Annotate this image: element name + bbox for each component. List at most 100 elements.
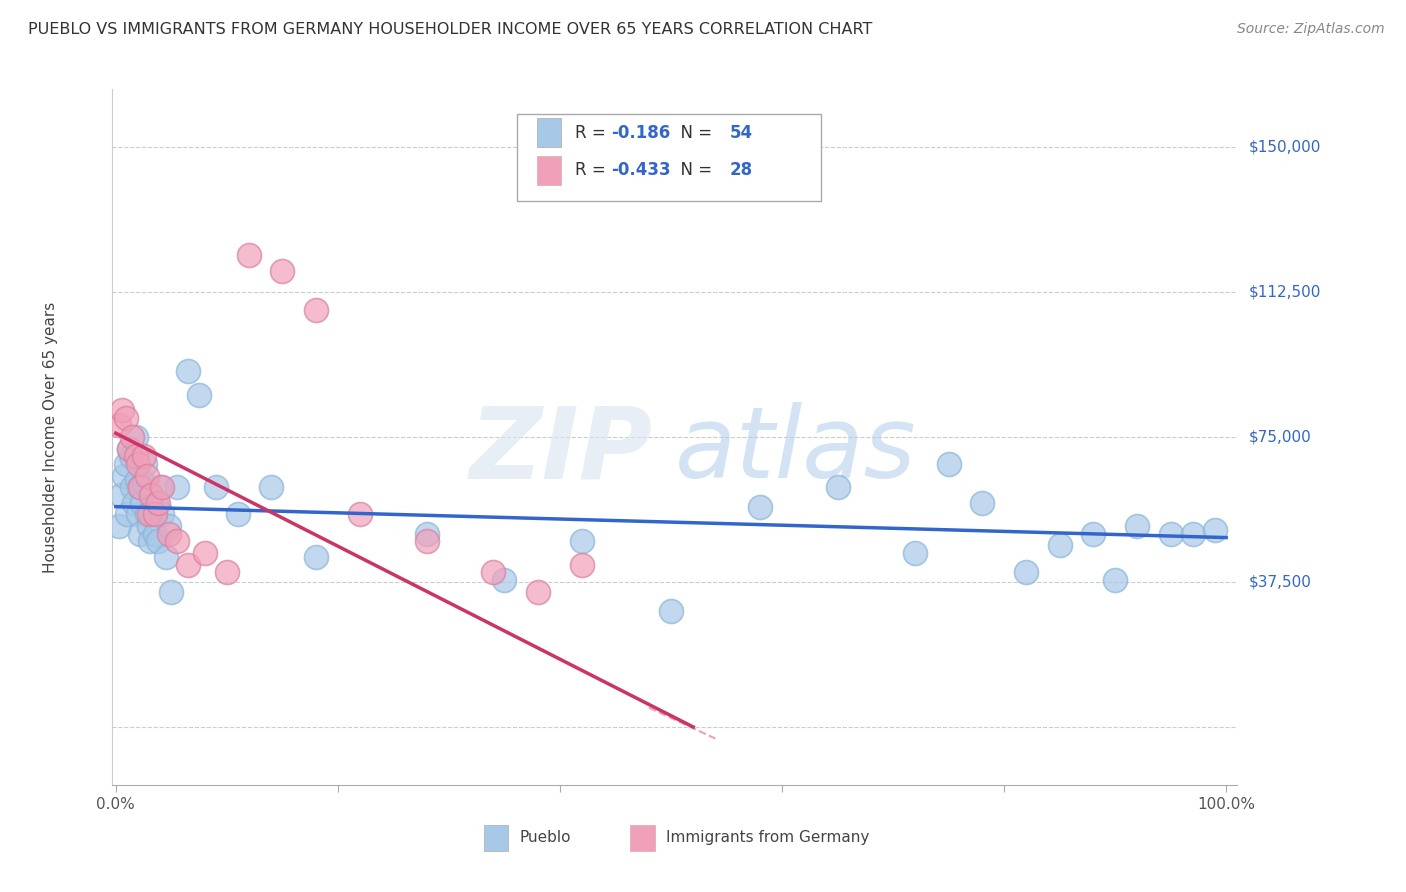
Point bbox=[305, 549, 328, 564]
Point bbox=[1015, 566, 1038, 580]
Text: R =: R = bbox=[575, 124, 610, 142]
Point bbox=[571, 558, 593, 572]
Point bbox=[125, 430, 148, 444]
Point bbox=[152, 508, 174, 522]
Point bbox=[141, 508, 163, 522]
Text: -0.186: -0.186 bbox=[610, 124, 671, 142]
Text: N =: N = bbox=[671, 161, 717, 179]
Text: $37,500: $37,500 bbox=[1249, 574, 1312, 590]
Bar bbox=[630, 824, 655, 851]
Text: atlas: atlas bbox=[675, 402, 917, 500]
Point bbox=[127, 457, 149, 471]
Point bbox=[970, 496, 993, 510]
Point bbox=[118, 442, 141, 456]
Bar bbox=[537, 156, 561, 185]
Point bbox=[141, 488, 163, 502]
Text: $150,000: $150,000 bbox=[1249, 140, 1320, 154]
Point bbox=[146, 496, 169, 510]
Text: Pueblo: Pueblo bbox=[520, 830, 571, 846]
Point bbox=[115, 508, 138, 522]
Point bbox=[748, 500, 770, 514]
Text: 28: 28 bbox=[730, 161, 754, 179]
Point bbox=[125, 473, 148, 487]
Text: N =: N = bbox=[671, 124, 717, 142]
Point bbox=[135, 468, 157, 483]
Point bbox=[131, 496, 153, 510]
Text: Source: ZipAtlas.com: Source: ZipAtlas.com bbox=[1237, 22, 1385, 37]
Point bbox=[118, 442, 141, 456]
Point bbox=[125, 450, 148, 464]
Point bbox=[204, 480, 226, 494]
Point bbox=[226, 508, 249, 522]
Point bbox=[305, 302, 328, 317]
Point bbox=[215, 566, 238, 580]
Point bbox=[271, 264, 294, 278]
Point bbox=[143, 508, 166, 522]
Text: PUEBLO VS IMMIGRANTS FROM GERMANY HOUSEHOLDER INCOME OVER 65 YEARS CORRELATION C: PUEBLO VS IMMIGRANTS FROM GERMANY HOUSEH… bbox=[28, 22, 873, 37]
Point bbox=[526, 584, 548, 599]
Point bbox=[139, 534, 162, 549]
Point bbox=[121, 430, 143, 444]
Bar bbox=[484, 824, 509, 851]
Point bbox=[659, 604, 682, 618]
Point bbox=[108, 519, 131, 533]
Point bbox=[157, 526, 180, 541]
Text: Immigrants from Germany: Immigrants from Germany bbox=[666, 830, 869, 846]
Point bbox=[128, 480, 150, 494]
Point bbox=[349, 508, 371, 522]
Point bbox=[112, 468, 135, 483]
Point bbox=[155, 549, 177, 564]
Point bbox=[571, 534, 593, 549]
Point bbox=[415, 534, 437, 549]
Point bbox=[938, 457, 960, 471]
Point bbox=[1049, 538, 1071, 552]
Point bbox=[177, 558, 200, 572]
Text: $75,000: $75,000 bbox=[1249, 430, 1312, 444]
Point bbox=[146, 534, 169, 549]
Text: R =: R = bbox=[575, 161, 610, 179]
Point bbox=[157, 519, 180, 533]
Point bbox=[1204, 523, 1226, 537]
Bar bbox=[537, 119, 561, 147]
Point bbox=[494, 573, 516, 587]
Point bbox=[114, 457, 136, 471]
Point bbox=[1160, 526, 1182, 541]
Point bbox=[127, 508, 149, 522]
Point bbox=[138, 519, 160, 533]
Point bbox=[238, 248, 260, 262]
Point bbox=[152, 480, 174, 494]
Point bbox=[132, 450, 155, 464]
Point bbox=[134, 457, 156, 471]
Point bbox=[110, 488, 132, 502]
Point bbox=[166, 480, 188, 494]
Point bbox=[108, 418, 131, 433]
Point bbox=[1081, 526, 1104, 541]
Text: $112,500: $112,500 bbox=[1249, 285, 1320, 300]
Point bbox=[141, 488, 163, 502]
Point bbox=[260, 480, 283, 494]
Point bbox=[111, 403, 134, 417]
Point bbox=[482, 566, 505, 580]
Text: -0.433: -0.433 bbox=[610, 161, 671, 179]
Point bbox=[827, 480, 849, 494]
Text: 54: 54 bbox=[730, 124, 754, 142]
Point bbox=[904, 546, 927, 560]
Point bbox=[415, 526, 437, 541]
Text: Householder Income Over 65 years: Householder Income Over 65 years bbox=[44, 301, 58, 573]
Point bbox=[1104, 573, 1126, 587]
Point bbox=[194, 546, 217, 560]
Point bbox=[129, 480, 152, 494]
Point bbox=[129, 526, 152, 541]
FancyBboxPatch shape bbox=[517, 113, 821, 201]
Point bbox=[177, 364, 200, 378]
Point bbox=[143, 526, 166, 541]
Point bbox=[120, 450, 142, 464]
Point bbox=[132, 476, 155, 491]
Point bbox=[149, 480, 172, 494]
Point bbox=[188, 387, 211, 401]
Point bbox=[122, 496, 145, 510]
Point bbox=[121, 480, 143, 494]
Point bbox=[1181, 526, 1204, 541]
Point bbox=[1126, 519, 1149, 533]
Text: ZIP: ZIP bbox=[470, 402, 652, 500]
